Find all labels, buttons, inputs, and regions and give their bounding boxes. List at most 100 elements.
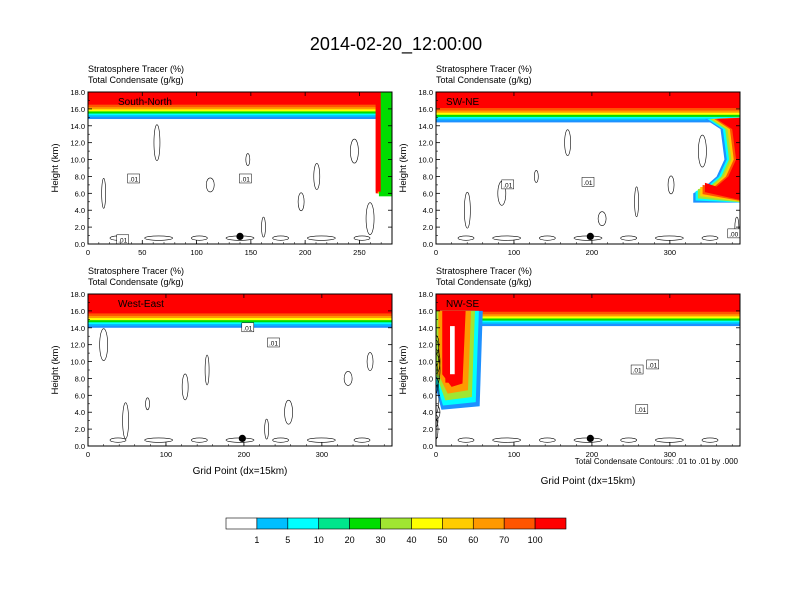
condensate-contour-2 bbox=[284, 399, 293, 425]
low-cloud-contour-2 bbox=[191, 235, 208, 241]
band-gap-11 bbox=[333, 124, 349, 131]
contour-label: .01 bbox=[583, 180, 592, 187]
band-gap-8 bbox=[268, 124, 284, 131]
y-tick-label: 10.0 bbox=[418, 358, 433, 367]
band-gap-10 bbox=[659, 329, 675, 334]
band-gap-12 bbox=[703, 326, 719, 330]
tracer-label: Stratosphere Tracer (%) bbox=[436, 64, 532, 74]
condensate-contour-3 bbox=[101, 178, 106, 209]
contour-label: .01 bbox=[241, 176, 250, 183]
contour-label: .00 bbox=[729, 231, 738, 238]
band-gap-6 bbox=[224, 119, 240, 122]
band-gap-7 bbox=[594, 125, 610, 130]
y-tick-label: 16.0 bbox=[70, 105, 85, 114]
band-gap-10 bbox=[311, 121, 327, 127]
x-tick-label: 0 bbox=[86, 248, 90, 257]
band-gap-10 bbox=[311, 330, 327, 335]
low-cloud-contour-2 bbox=[539, 437, 556, 443]
colorbar-label: 20 bbox=[345, 535, 355, 545]
y-tick-label: 10.0 bbox=[70, 156, 85, 165]
colorbar: 1 5 10 20 30 40 50 60 70 100 bbox=[225, 517, 567, 545]
band-gap-1 bbox=[116, 121, 132, 127]
intrusion-layer-5 bbox=[704, 117, 740, 200]
colorbar-swatch bbox=[411, 517, 443, 530]
y-tick-label: 2.0 bbox=[423, 223, 433, 232]
band-gap-12 bbox=[355, 328, 371, 331]
band-gap-10 bbox=[659, 125, 675, 130]
band-gap-11 bbox=[333, 332, 349, 340]
fold-inner bbox=[450, 326, 455, 375]
y-axis-label: Height (km) bbox=[50, 143, 61, 192]
cross-section-name: West-East bbox=[118, 299, 164, 310]
plot-area: .01 .01 .01 bbox=[88, 92, 392, 244]
x-tick-label: 100 bbox=[508, 450, 521, 459]
band-gap-5 bbox=[203, 124, 219, 131]
x-tick-label: 0 bbox=[434, 248, 438, 257]
low-cloud-contour-4 bbox=[620, 235, 637, 241]
intrusion-3 bbox=[378, 92, 392, 197]
x-tick-label: 50 bbox=[138, 248, 146, 257]
low-cloud-contour-2 bbox=[539, 235, 556, 241]
y-tick-label: 12.0 bbox=[70, 139, 85, 148]
tracer-band-7 bbox=[88, 294, 392, 314]
band-gap-2 bbox=[485, 127, 502, 134]
y-tick-label: 12.0 bbox=[418, 341, 433, 350]
low-cloud-contour-1 bbox=[492, 235, 521, 241]
low-cloud-contour-6 bbox=[353, 235, 371, 241]
band-gap-1 bbox=[116, 330, 132, 335]
band-gap-5 bbox=[551, 127, 567, 134]
condensate-contour-1 bbox=[297, 192, 305, 212]
location-marker bbox=[586, 232, 594, 240]
band-gap-9 bbox=[637, 123, 654, 126]
colorbar-label: 1 bbox=[254, 535, 259, 545]
low-cloud-contour-6 bbox=[701, 437, 719, 443]
condensate-contour-5 bbox=[597, 211, 607, 226]
x-tick-label: 0 bbox=[434, 450, 438, 459]
condensate-contour-0 bbox=[145, 397, 150, 411]
condensate-contour-2 bbox=[350, 138, 359, 164]
condensate-contour-4 bbox=[153, 124, 161, 161]
colorbar-swatch bbox=[442, 517, 474, 530]
contour-label: .01 bbox=[129, 176, 138, 183]
band-gap-0 bbox=[94, 119, 110, 122]
fold-core-right bbox=[453, 315, 461, 383]
x-tick-label: 300 bbox=[316, 450, 329, 459]
y-axis-label: Height (km) bbox=[50, 345, 61, 394]
condensate-label: Total Condensate (g/kg) bbox=[88, 277, 184, 287]
y-tick-label: 12.0 bbox=[70, 341, 85, 350]
y-tick-label: 10.0 bbox=[418, 156, 433, 165]
colorbar-swatch bbox=[225, 517, 258, 530]
band-gap-7 bbox=[246, 121, 262, 127]
condensate-label: Total Condensate (g/kg) bbox=[88, 75, 184, 85]
cross-section-name: SW-NE bbox=[446, 97, 479, 108]
y-tick-label: 12.0 bbox=[418, 139, 433, 148]
y-tick-label: 8.0 bbox=[75, 172, 85, 181]
condensate-contour-3 bbox=[634, 186, 639, 218]
y-tick-label: 8.0 bbox=[75, 374, 85, 383]
low-cloud-contour-4 bbox=[272, 437, 289, 443]
low-cloud-contour-4 bbox=[272, 235, 289, 241]
low-cloud-contour-1 bbox=[144, 235, 173, 241]
condensate-contour-4 bbox=[464, 191, 471, 229]
y-tick-label: 0.0 bbox=[75, 240, 85, 249]
colorbar-label: 50 bbox=[437, 535, 447, 545]
band-gap-9 bbox=[289, 119, 306, 122]
location-marker bbox=[238, 434, 246, 442]
band-gap-8 bbox=[268, 332, 284, 340]
y-tick-label: 0.0 bbox=[75, 442, 85, 451]
y-tick-label: 0.0 bbox=[423, 442, 433, 451]
band-gap-12 bbox=[355, 119, 371, 122]
band-gap-6 bbox=[572, 123, 588, 126]
plot-area: .01 .01 .00 bbox=[436, 92, 740, 244]
x-tick-label: 200 bbox=[586, 248, 599, 257]
tracer-band-7 bbox=[88, 92, 392, 105]
band-gap-13 bbox=[376, 330, 392, 335]
condensate-label: Total Condensate (g/kg) bbox=[436, 277, 532, 287]
band-gap-2 bbox=[137, 332, 154, 340]
band-gap-5 bbox=[551, 331, 567, 338]
y-tick-label: 0.0 bbox=[423, 240, 433, 249]
plot-area: .01 .01 .01 bbox=[436, 294, 740, 446]
condensate-contour-7 bbox=[181, 373, 189, 401]
tracer-band-7 bbox=[436, 294, 740, 312]
contour-label: .01 bbox=[118, 237, 127, 244]
